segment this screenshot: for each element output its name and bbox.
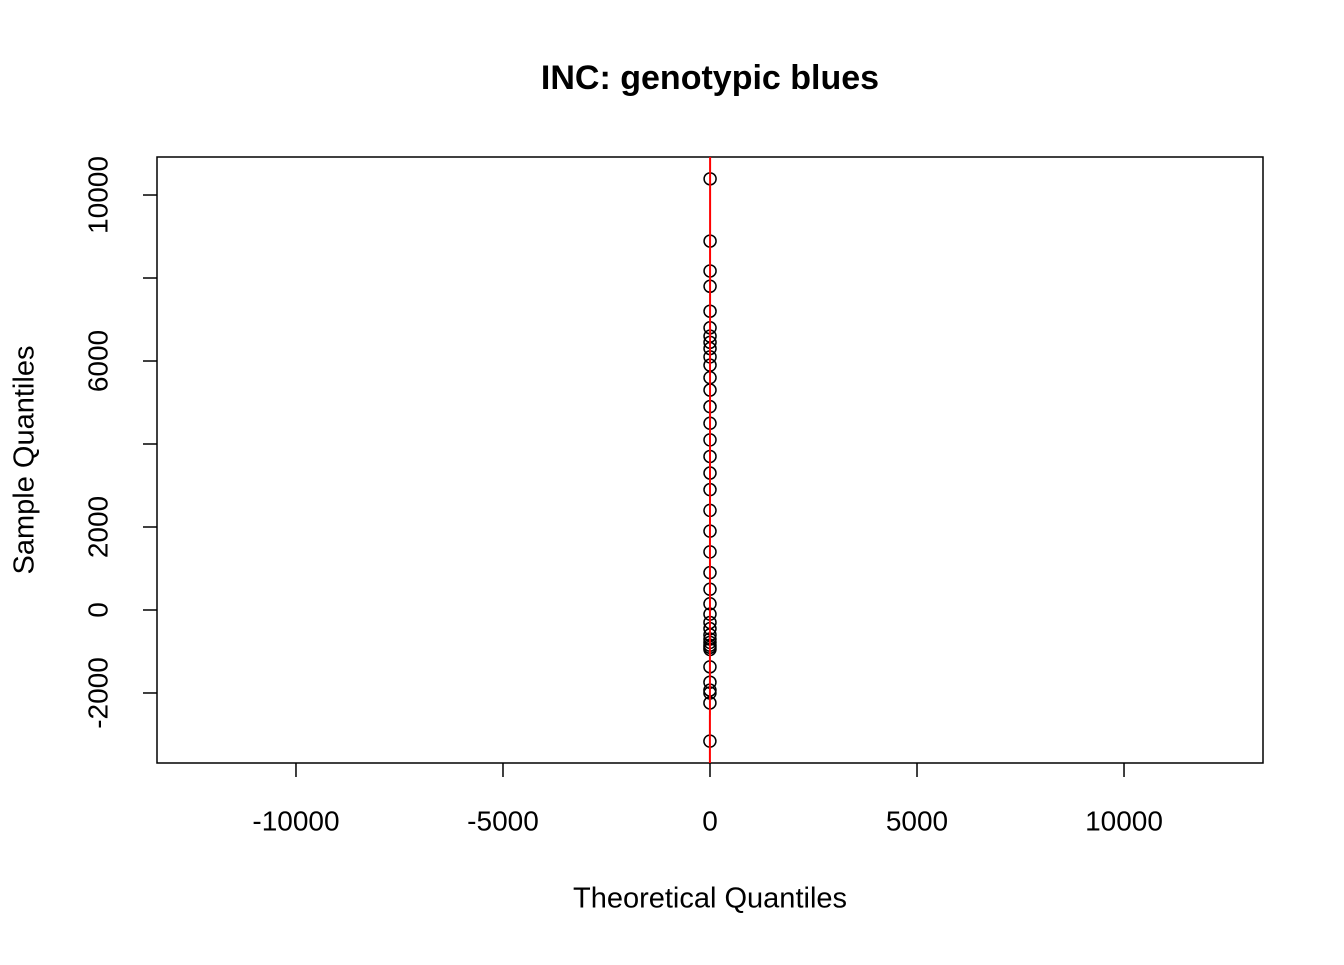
x-axis-label: Theoretical Quantiles [573,883,847,915]
y-tick-label: 0 [82,602,113,618]
x-tick-label: 5000 [886,805,948,836]
chart-title: INC: genotypic blues [541,59,879,97]
y-tick-label: -2000 [82,657,113,729]
y-tick-label: 6000 [82,330,113,392]
x-tick-label: -5000 [467,805,539,836]
x-tick-label: 10000 [1085,805,1163,836]
y-axis-label: Sample Quantiles [9,346,41,575]
x-tick-label: 0 [702,805,718,836]
y-tick-label: 10000 [82,156,113,234]
y-tick-label: 2000 [82,496,113,558]
x-tick-label: -10000 [252,805,339,836]
